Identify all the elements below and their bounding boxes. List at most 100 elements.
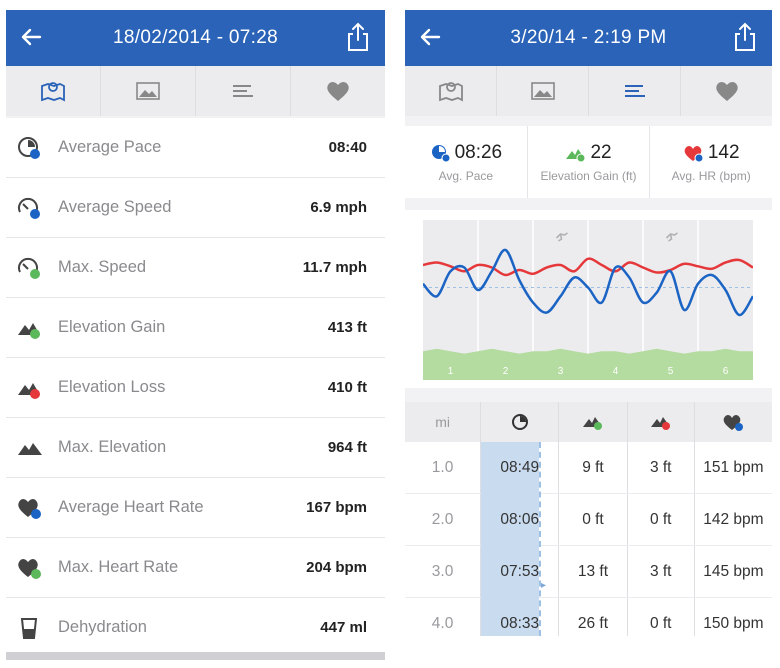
summary-value: 142 xyxy=(707,141,740,163)
runner-icon xyxy=(555,232,568,242)
tab-stats[interactable] xyxy=(589,66,681,116)
tab-heart[interactable] xyxy=(291,66,385,116)
heart-icon xyxy=(684,145,704,162)
pace-icon xyxy=(18,136,40,159)
stats-list: Average Pace 08:40 Average Speed 6.9 mph… xyxy=(6,118,385,658)
cell-elev-gain: 13 ft xyxy=(559,546,628,597)
tab-map[interactable] xyxy=(405,66,497,116)
table-row[interactable]: 3.0 07:53 13 ft 3 ft 145 bpm xyxy=(405,546,772,598)
share-icon[interactable] xyxy=(732,20,758,54)
map-icon xyxy=(41,82,65,102)
stat-label: Average Speed xyxy=(58,198,172,216)
page-title: 3/20/14 - 2:19 PM xyxy=(510,27,667,48)
tab-bar xyxy=(405,66,772,116)
left-screen: 18/02/2014 - 07:28 xyxy=(6,10,385,660)
list-item[interactable]: Average Heart Rate 167 bpm xyxy=(6,478,385,538)
summary-bar: 08:26 Avg. Pace 22 Elevation Gain (ft) 1… xyxy=(405,126,772,198)
heart-avg-icon xyxy=(18,498,41,519)
x-tick-label: 4 xyxy=(613,366,619,377)
col-header-mi[interactable]: mi xyxy=(405,402,482,442)
stat-label: Max. Speed xyxy=(58,258,147,276)
list-item[interactable]: Elevation Gain 413 ft xyxy=(6,298,385,358)
col-header-heart[interactable] xyxy=(695,402,772,442)
back-arrow-icon[interactable] xyxy=(415,22,445,52)
stat-value: 964 ft xyxy=(327,439,367,456)
tab-heart[interactable] xyxy=(681,66,772,116)
list-item[interactable]: Average Pace 08:40 xyxy=(6,118,385,178)
cell-mile: 4.0 xyxy=(405,598,482,636)
list-item[interactable]: Average Speed 6.9 mph xyxy=(6,178,385,238)
mountain-up-icon xyxy=(582,417,602,430)
stat-value: 167 bpm xyxy=(306,499,367,516)
back-arrow-icon[interactable] xyxy=(16,22,46,52)
cell-heart-rate: 150 bpm xyxy=(703,614,764,632)
x-tick-label: 6 xyxy=(723,366,729,377)
cell-elev-gain: 26 ft xyxy=(559,598,628,636)
summary-label: Avg. Pace xyxy=(438,168,494,183)
stat-value: 204 bpm xyxy=(306,559,367,576)
summary-label: Elevation Gain (ft) xyxy=(540,168,637,183)
speedometer-plus-icon xyxy=(18,257,40,279)
cell-heart-rate: 151 bpm xyxy=(703,458,764,476)
x-tick-label: 2 xyxy=(503,366,509,377)
runner-icon xyxy=(665,232,678,242)
stat-label: Elevation Gain xyxy=(58,318,166,336)
pace-marker: ▸ xyxy=(541,580,547,591)
col-header-elev-gain[interactable] xyxy=(559,402,628,442)
pace-average-line xyxy=(539,442,541,636)
heart-icon xyxy=(327,82,349,101)
cell-elev-loss: 3 ft xyxy=(628,442,695,493)
heart-icon xyxy=(715,82,738,101)
x-tick-label: 1 xyxy=(448,366,454,377)
list-item[interactable]: Max. Elevation 964 ft xyxy=(6,418,385,478)
list-item[interactable]: Dehydration 447 ml xyxy=(6,598,385,658)
cell-elev-loss: 0 ft xyxy=(628,494,695,545)
col-header-label: mi xyxy=(435,414,450,430)
list-item[interactable]: Max. Heart Rate 204 bpm xyxy=(6,538,385,598)
splits-table: ▸ mi xyxy=(405,402,772,636)
list-icon xyxy=(233,85,253,97)
mountain-down-icon xyxy=(18,382,40,399)
pace-icon xyxy=(511,414,528,430)
table-row[interactable]: 4.0 08:33 26 ft 0 ft 150 bpm xyxy=(405,598,772,636)
tab-map[interactable] xyxy=(6,66,101,116)
pace-icon xyxy=(431,144,451,162)
list-icon xyxy=(624,85,645,97)
stat-label: Average Pace xyxy=(58,138,162,156)
stat-value: 08:40 xyxy=(328,139,367,156)
summary-value: 08:26 xyxy=(454,141,503,163)
stat-label: Average Heart Rate xyxy=(58,498,204,516)
tab-stats[interactable] xyxy=(196,66,291,116)
mountain-up-icon xyxy=(18,322,40,339)
pace-column-highlight xyxy=(481,442,539,636)
share-icon[interactable] xyxy=(345,20,371,54)
table-row[interactable]: 2.0 08:06 0 ft 0 ft 142 bpm xyxy=(405,494,772,546)
cell-pace: 08:33 xyxy=(481,598,560,636)
stat-value: 6.9 mph xyxy=(310,199,367,216)
stat-value: 11.7 mph xyxy=(302,259,367,276)
list-item[interactable]: Elevation Loss 410 ft xyxy=(6,358,385,418)
summary-value: 22 xyxy=(590,141,612,163)
header-bar: 3/20/14 - 2:19 PM xyxy=(405,10,772,66)
heart-max-icon xyxy=(18,558,41,579)
speedometer-icon xyxy=(18,197,40,219)
col-header-pace[interactable] xyxy=(481,402,560,442)
cell-pace: 07:53 xyxy=(481,546,560,597)
pace-line xyxy=(423,248,753,317)
col-header-elev-loss[interactable] xyxy=(628,402,695,442)
table-row[interactable]: 1.0 08:49 9 ft 3 ft 151 bpm xyxy=(405,442,772,494)
stat-value: 413 ft xyxy=(327,319,367,336)
cell-elev-loss: 3 ft xyxy=(628,546,695,597)
list-item[interactable]: Max. Speed 11.7 mph xyxy=(6,238,385,298)
stat-value: 410 ft xyxy=(327,379,367,396)
image-icon xyxy=(136,82,160,100)
x-tick-label: 3 xyxy=(558,366,564,377)
stat-label: Max. Heart Rate xyxy=(58,558,179,576)
tab-photos[interactable] xyxy=(101,66,196,116)
tab-photos[interactable] xyxy=(497,66,589,116)
stat-label: Max. Elevation xyxy=(58,438,167,456)
cell-elev-gain: 9 ft xyxy=(559,442,628,493)
tab-bar xyxy=(6,66,385,116)
stat-label: Dehydration xyxy=(58,618,147,636)
stat-label: Elevation Loss xyxy=(58,378,166,396)
